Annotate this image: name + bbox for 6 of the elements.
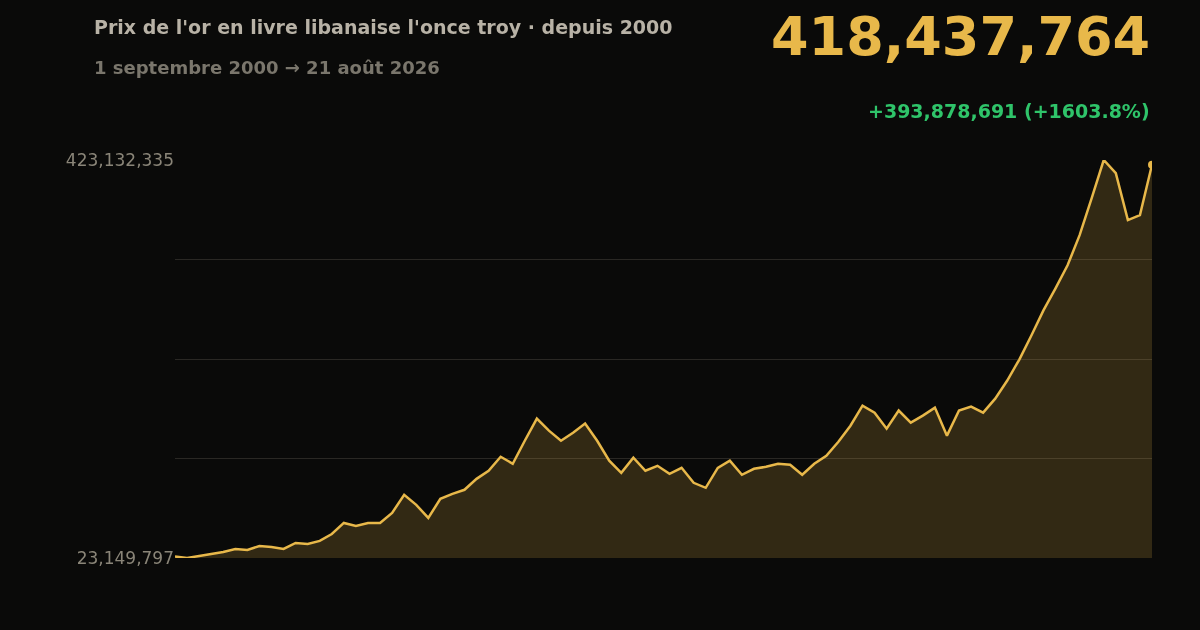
y-tick-label: 23,149,797 <box>76 547 174 568</box>
chart-title: Prix de l'or en livre libanaise l'once troy · depuis 2000 <box>94 16 673 38</box>
text: +393,878,691 (+1603.8%) <box>868 100 1150 122</box>
text: 418,437,764 <box>771 5 1151 68</box>
y-tick-label: 423,132,335 <box>65 149 174 170</box>
chart-subtitle: 1 septembre 2000 → 21 août 2026 <box>94 57 440 78</box>
